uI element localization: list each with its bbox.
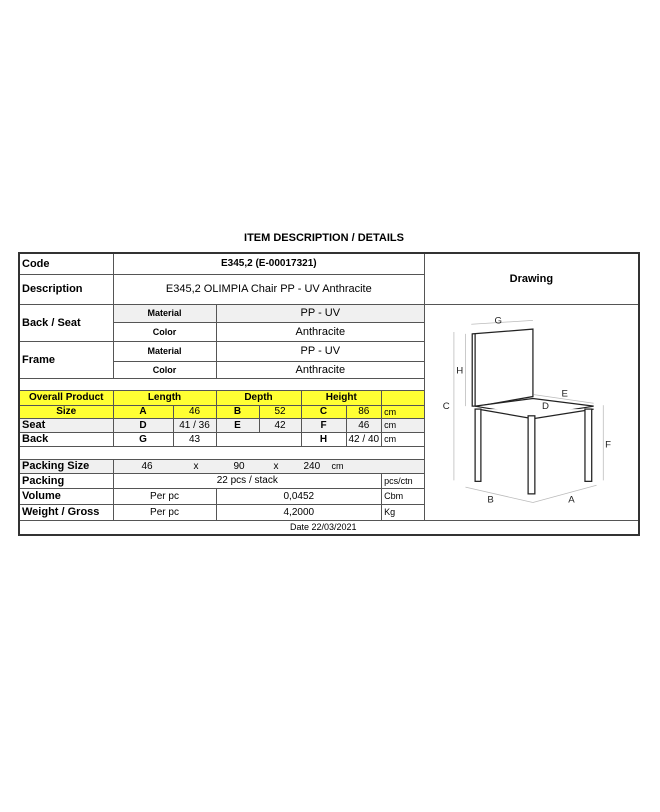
weight-unit: Kg xyxy=(381,503,426,521)
volume-label: Volume xyxy=(18,487,114,505)
packing-x: x xyxy=(193,460,199,472)
packing-unit: cm xyxy=(331,460,344,471)
back-h-key: H xyxy=(300,431,347,447)
spacer-row xyxy=(18,377,426,391)
description-label: Description xyxy=(18,273,114,305)
packing-height: 240 xyxy=(303,460,321,472)
date-label: Date 22/03/2021 xyxy=(18,519,640,536)
packing-width: 46 xyxy=(141,460,153,472)
frame-material-label: Material xyxy=(112,340,217,362)
weight-label: Weight / Gross xyxy=(18,503,114,521)
back-unit: cm xyxy=(381,431,426,447)
dim-a: A xyxy=(569,494,576,505)
back-seat-material-label: Material xyxy=(112,303,217,323)
size-unit: cm xyxy=(381,404,426,419)
seat-e-value: 42 xyxy=(258,417,302,433)
seat-f-key: F xyxy=(300,417,347,433)
overall-size-label-2: Size xyxy=(18,404,114,419)
document-title: ITEM DESCRIPTION / DETAILS xyxy=(244,232,404,244)
frame-material: PP - UV xyxy=(215,340,426,362)
dim-c: C xyxy=(443,401,450,412)
weight-value: 4,2000 xyxy=(215,503,383,521)
code-value: E345,2 (E-00017321) xyxy=(112,252,426,275)
seat-e-key: E xyxy=(215,417,260,433)
seat-d-value: 41 / 36 xyxy=(172,417,217,433)
dim-h: H xyxy=(457,365,464,376)
code-label: Code xyxy=(18,252,114,275)
back-seat-color: Anthracite xyxy=(215,321,426,342)
back-seat-label: Back / Seat xyxy=(18,303,114,342)
packing-depth: 90 xyxy=(233,460,245,472)
frame-color: Anthracite xyxy=(215,360,426,379)
dim-b: B xyxy=(488,494,494,505)
spacer-row xyxy=(18,445,426,460)
chair-drawing: G H C E D F B A xyxy=(424,303,640,521)
height-header: Height xyxy=(300,389,383,406)
header-blank xyxy=(381,389,426,406)
packing-value: 22 pcs / stack xyxy=(112,472,383,489)
back-seat-material: PP - UV xyxy=(215,303,426,323)
back-g-value: 43 xyxy=(172,431,217,447)
packing-unit: pcs/ctn xyxy=(381,472,426,489)
dim-e: E xyxy=(562,388,568,399)
seat-unit: cm xyxy=(381,417,426,433)
overall-size-label-1: Overall Product xyxy=(18,389,114,406)
volume-unit: Cbm xyxy=(381,487,426,505)
back-g-key: G xyxy=(112,431,174,447)
depth-header: Depth xyxy=(215,389,302,406)
length-header: Length xyxy=(112,389,217,406)
drawing-label: Drawing xyxy=(424,252,640,305)
frame-label: Frame xyxy=(18,340,114,379)
size-b-value: 52 xyxy=(258,404,302,419)
size-b-key: B xyxy=(215,404,260,419)
dim-f: F xyxy=(605,439,611,450)
packing-size-label: Packing Size xyxy=(18,458,114,474)
back-seat-color-label: Color xyxy=(112,321,217,342)
back-label: Back xyxy=(18,431,114,447)
back-h-value: 42 / 40 xyxy=(345,431,383,447)
dim-g: G xyxy=(495,315,503,326)
volume-value: 0,0452 xyxy=(215,487,383,505)
size-c-key: C xyxy=(300,404,347,419)
item-details-table: Code E345,2 (E-00017321) Drawing Descrip… xyxy=(18,252,640,536)
back-blank xyxy=(215,431,302,447)
weight-per: Per pc xyxy=(112,503,217,521)
seat-f-value: 46 xyxy=(345,417,383,433)
seat-d-key: D xyxy=(112,417,174,433)
chair-diagram-icon: G H C E D F B A xyxy=(443,315,611,505)
frame-color-label: Color xyxy=(112,360,217,379)
packing-x: x xyxy=(273,460,279,472)
packing-label: Packing xyxy=(18,472,114,489)
description-value: E345,2 OLIMPIA Chair PP - UV Anthracite xyxy=(112,273,426,305)
size-a-value: 46 xyxy=(172,404,217,419)
seat-label: Seat xyxy=(18,417,114,433)
size-c-value: 86 xyxy=(345,404,383,419)
size-a-key: A xyxy=(112,404,174,419)
volume-per: Per pc xyxy=(112,487,217,505)
packing-size-value: 46 x 90 x 240 cm xyxy=(112,458,426,474)
dim-d: D xyxy=(542,401,549,412)
